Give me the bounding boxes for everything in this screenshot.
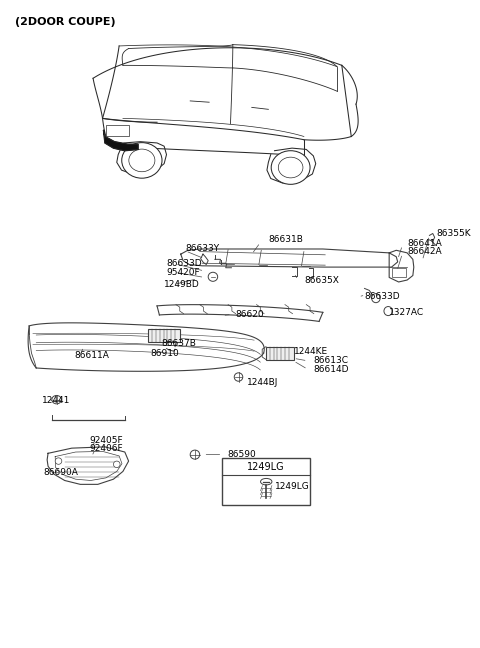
Bar: [392, 268, 406, 277]
Text: 86620: 86620: [235, 310, 264, 319]
Text: 92406F: 92406F: [90, 445, 123, 454]
Text: 1244BJ: 1244BJ: [247, 378, 278, 387]
Text: 12441: 12441: [42, 396, 71, 405]
Ellipse shape: [129, 149, 155, 172]
Text: 86637B: 86637B: [162, 339, 197, 348]
Bar: [222, 459, 310, 505]
Text: 86590: 86590: [227, 450, 256, 459]
Text: 86614D: 86614D: [313, 365, 349, 374]
Text: 95420F: 95420F: [167, 268, 200, 277]
Ellipse shape: [372, 294, 380, 303]
Ellipse shape: [113, 461, 120, 468]
Bar: [266, 347, 294, 360]
Ellipse shape: [208, 272, 217, 281]
Bar: [106, 125, 129, 137]
Ellipse shape: [52, 395, 61, 404]
Text: 86633D: 86633D: [364, 292, 400, 301]
Ellipse shape: [122, 143, 162, 178]
Text: 86910: 86910: [150, 349, 179, 358]
Text: 86633Y: 86633Y: [185, 244, 219, 253]
Text: 1249LG: 1249LG: [247, 462, 285, 472]
Ellipse shape: [278, 157, 303, 178]
Text: 86611A: 86611A: [74, 351, 109, 360]
Text: 86631B: 86631B: [268, 235, 303, 244]
Bar: [147, 329, 180, 342]
Text: 86635X: 86635X: [304, 275, 339, 284]
Text: 86613C: 86613C: [313, 356, 348, 365]
Text: 92405F: 92405F: [90, 436, 123, 445]
Text: 1327AC: 1327AC: [389, 308, 424, 317]
Text: 1244KE: 1244KE: [293, 347, 327, 356]
Text: 86642A: 86642A: [407, 247, 442, 256]
Ellipse shape: [190, 450, 200, 459]
Text: 86355K: 86355K: [436, 229, 471, 238]
Ellipse shape: [55, 458, 62, 465]
Text: 1249BD: 1249BD: [164, 280, 200, 289]
Text: 1249LG: 1249LG: [275, 483, 309, 491]
Text: 86690A: 86690A: [43, 469, 78, 477]
Text: 86641A: 86641A: [407, 238, 442, 248]
Ellipse shape: [384, 307, 393, 316]
Polygon shape: [104, 130, 138, 151]
Text: 86633D: 86633D: [167, 259, 202, 268]
Ellipse shape: [261, 478, 272, 485]
Ellipse shape: [271, 151, 310, 184]
Text: (2DOOR COUPE): (2DOOR COUPE): [15, 17, 116, 27]
Ellipse shape: [234, 373, 243, 381]
